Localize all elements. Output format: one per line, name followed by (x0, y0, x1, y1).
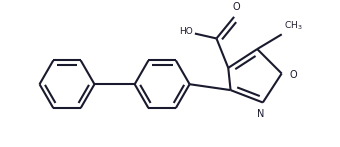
Text: N: N (257, 109, 265, 119)
Text: CH$_3$: CH$_3$ (284, 20, 302, 32)
Text: O: O (232, 2, 240, 12)
Text: HO: HO (179, 27, 193, 36)
Text: O: O (290, 70, 297, 80)
